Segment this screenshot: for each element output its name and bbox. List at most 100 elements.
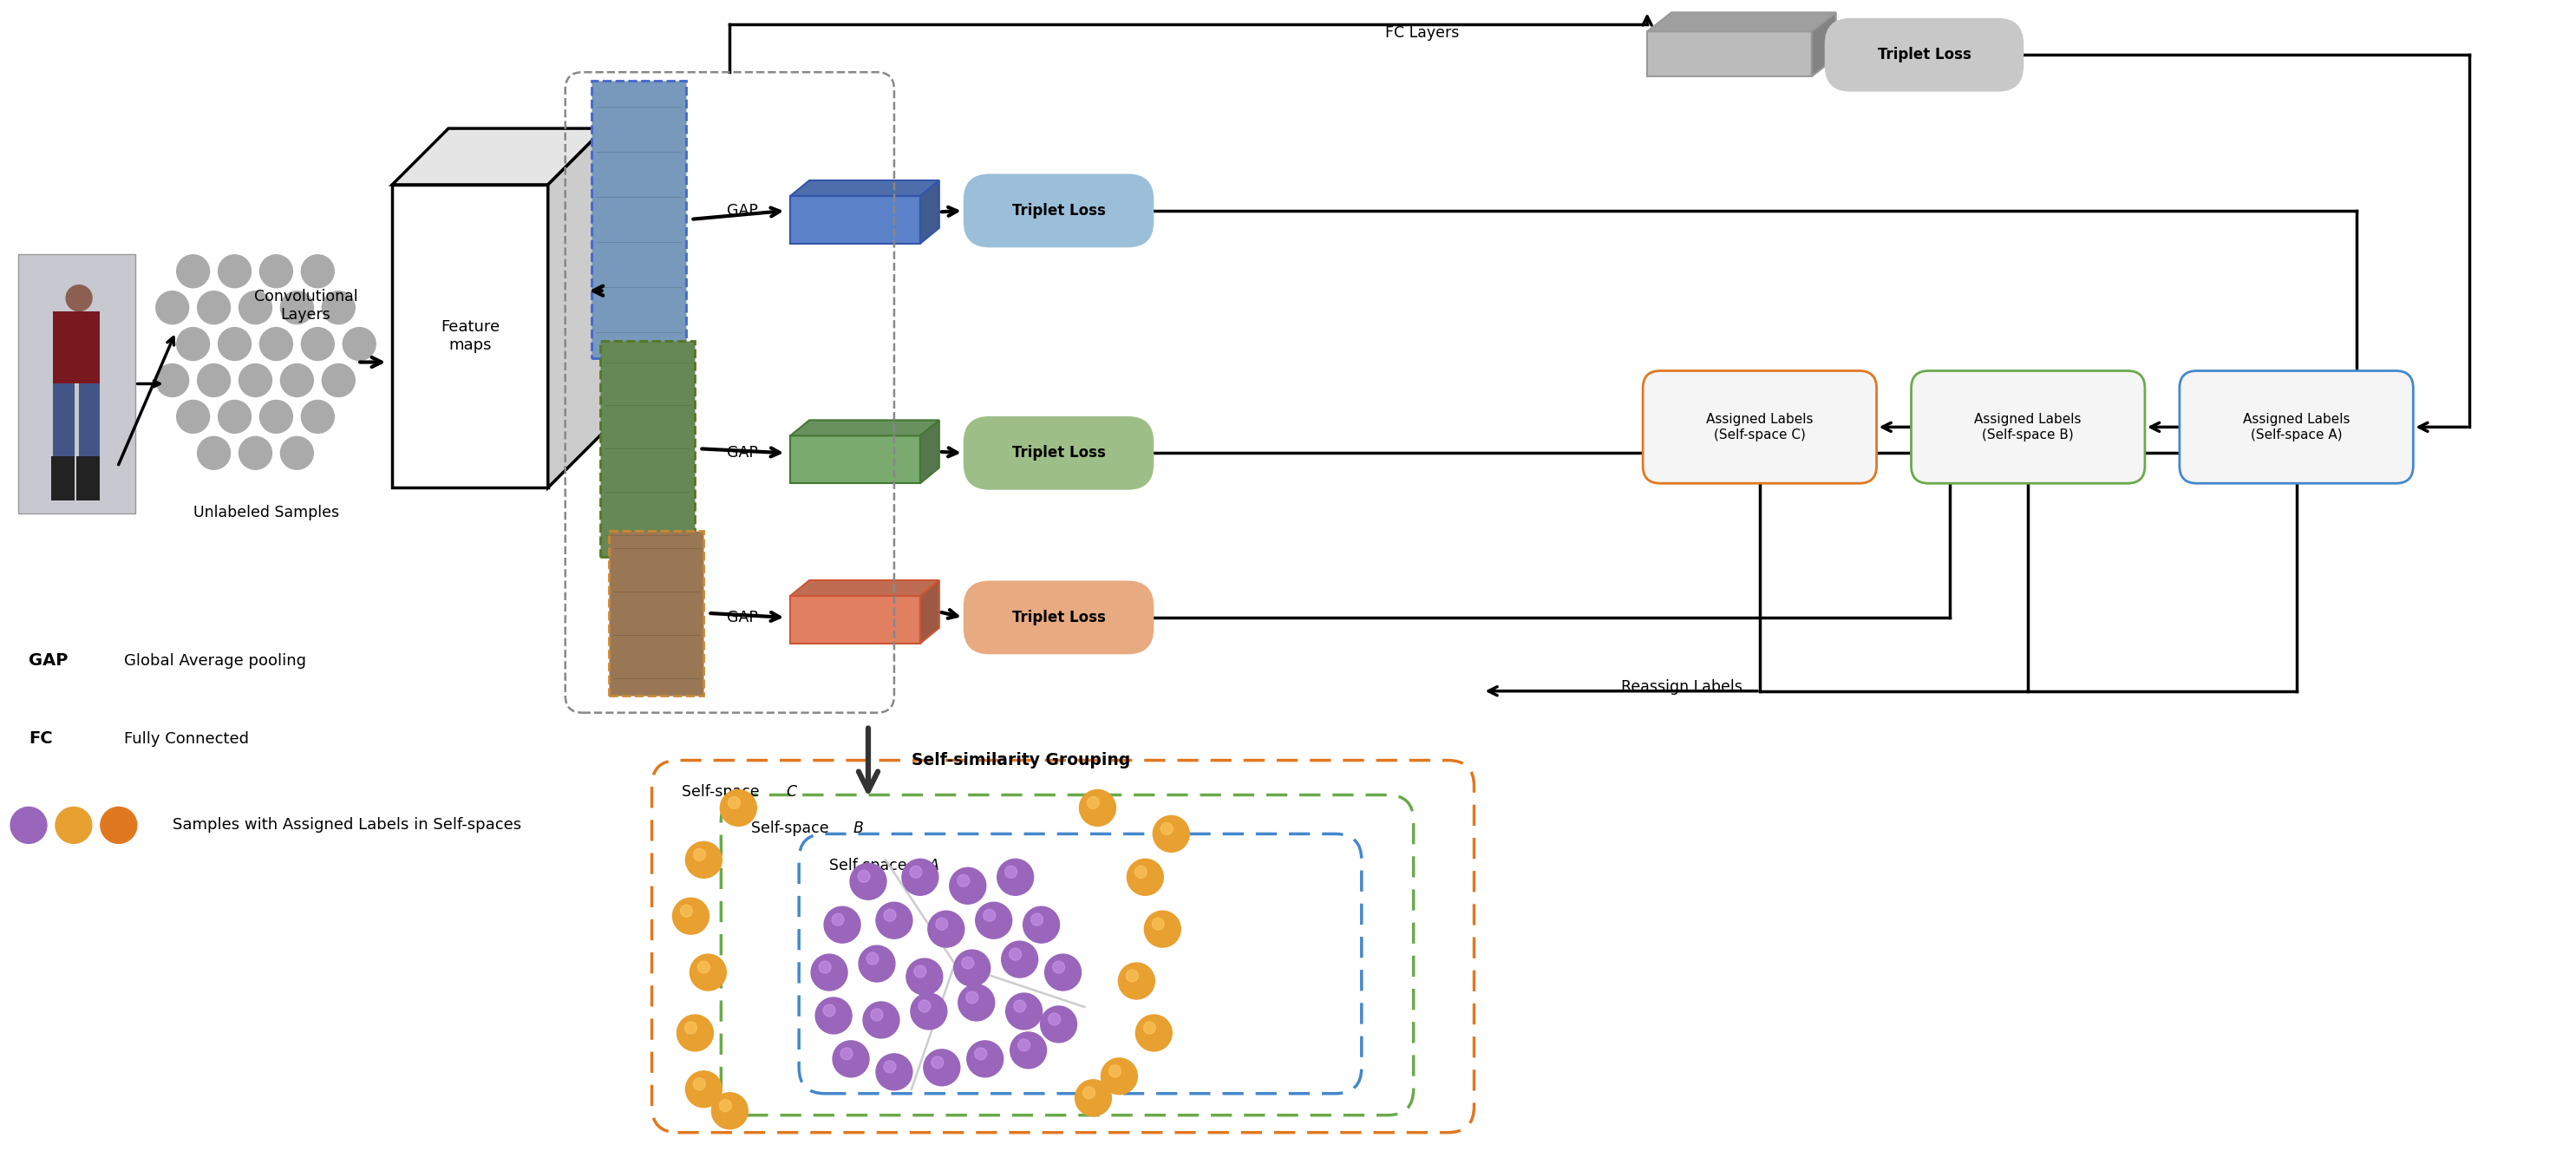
- Bar: [592, 80, 685, 357]
- FancyBboxPatch shape: [963, 417, 1154, 490]
- Circle shape: [1005, 993, 1043, 1029]
- Polygon shape: [791, 420, 940, 435]
- Circle shape: [219, 327, 250, 361]
- Circle shape: [281, 364, 314, 397]
- Circle shape: [824, 907, 860, 943]
- Circle shape: [178, 255, 209, 288]
- Circle shape: [198, 436, 229, 469]
- Circle shape: [907, 958, 943, 995]
- Circle shape: [902, 859, 938, 895]
- Circle shape: [685, 1071, 721, 1107]
- Circle shape: [811, 954, 848, 991]
- Circle shape: [858, 871, 871, 882]
- Circle shape: [1154, 816, 1190, 852]
- Circle shape: [698, 961, 711, 973]
- Text: Assigned Labels
(Self-space B): Assigned Labels (Self-space B): [1973, 413, 2081, 441]
- Circle shape: [920, 1000, 930, 1013]
- Text: Triplet Loss: Triplet Loss: [1012, 610, 1105, 625]
- Circle shape: [301, 400, 335, 433]
- Circle shape: [958, 874, 969, 887]
- Circle shape: [1010, 1032, 1046, 1069]
- Polygon shape: [392, 128, 605, 185]
- Circle shape: [884, 909, 896, 921]
- Circle shape: [1030, 914, 1043, 925]
- Circle shape: [281, 436, 314, 469]
- Circle shape: [1023, 907, 1059, 943]
- Polygon shape: [549, 128, 605, 488]
- FancyBboxPatch shape: [1824, 19, 2025, 92]
- Circle shape: [840, 1048, 853, 1059]
- Circle shape: [1048, 1013, 1061, 1025]
- Circle shape: [719, 1100, 732, 1112]
- Text: Self-space: Self-space: [752, 821, 835, 837]
- Bar: [77, 456, 100, 501]
- Bar: [52, 456, 75, 501]
- Circle shape: [876, 902, 912, 938]
- Text: Global Average pooling: Global Average pooling: [124, 653, 307, 668]
- Circle shape: [178, 400, 209, 433]
- Circle shape: [953, 950, 989, 986]
- Circle shape: [1136, 866, 1146, 878]
- Polygon shape: [791, 180, 940, 196]
- Circle shape: [1108, 1065, 1121, 1077]
- Circle shape: [281, 291, 314, 324]
- Circle shape: [935, 918, 948, 930]
- Circle shape: [1087, 796, 1100, 809]
- Circle shape: [721, 789, 757, 826]
- Text: Self-space: Self-space: [683, 783, 765, 800]
- Circle shape: [912, 993, 948, 1029]
- Circle shape: [958, 985, 994, 1021]
- Circle shape: [966, 1041, 1002, 1077]
- Circle shape: [866, 952, 878, 965]
- FancyBboxPatch shape: [1911, 371, 2146, 483]
- FancyBboxPatch shape: [2179, 371, 2414, 483]
- Text: GAP: GAP: [726, 203, 757, 219]
- Circle shape: [850, 864, 886, 900]
- Circle shape: [1079, 789, 1115, 826]
- Text: B: B: [853, 821, 863, 837]
- Circle shape: [1128, 859, 1164, 895]
- Circle shape: [343, 327, 376, 361]
- Text: GAP: GAP: [28, 653, 67, 669]
- Text: GAP: GAP: [726, 610, 757, 625]
- Bar: [600, 341, 696, 556]
- Bar: [1646, 31, 1811, 77]
- Circle shape: [819, 961, 832, 973]
- Polygon shape: [920, 581, 940, 644]
- Polygon shape: [920, 420, 940, 483]
- Circle shape: [871, 1009, 884, 1021]
- Circle shape: [1054, 961, 1064, 973]
- Circle shape: [240, 364, 273, 397]
- Circle shape: [240, 291, 273, 324]
- Circle shape: [198, 291, 229, 324]
- Circle shape: [1005, 866, 1018, 878]
- Circle shape: [1100, 1058, 1139, 1094]
- Circle shape: [1041, 1006, 1077, 1043]
- Bar: [791, 196, 920, 243]
- Text: Feature
maps: Feature maps: [440, 319, 500, 353]
- FancyBboxPatch shape: [963, 581, 1154, 654]
- Circle shape: [976, 902, 1012, 938]
- Text: Fully Connected: Fully Connected: [124, 731, 250, 746]
- FancyBboxPatch shape: [1643, 371, 1875, 483]
- Bar: [54, 384, 75, 462]
- Circle shape: [966, 992, 979, 1003]
- Text: Convolutional
Layers: Convolutional Layers: [252, 289, 358, 322]
- Bar: [54, 311, 100, 384]
- Bar: [392, 185, 549, 488]
- Circle shape: [219, 255, 250, 288]
- Circle shape: [1018, 1039, 1030, 1051]
- Circle shape: [909, 866, 922, 878]
- Text: Triplet Loss: Triplet Loss: [1012, 203, 1105, 219]
- Circle shape: [57, 807, 93, 844]
- Circle shape: [817, 998, 853, 1034]
- Circle shape: [157, 364, 188, 397]
- Text: Reassign Labels: Reassign Labels: [1620, 679, 1741, 695]
- Circle shape: [863, 1002, 899, 1038]
- Circle shape: [685, 842, 721, 878]
- Circle shape: [858, 945, 894, 982]
- Circle shape: [693, 1078, 706, 1091]
- Circle shape: [672, 897, 708, 935]
- Circle shape: [685, 1022, 698, 1034]
- Circle shape: [677, 1015, 714, 1051]
